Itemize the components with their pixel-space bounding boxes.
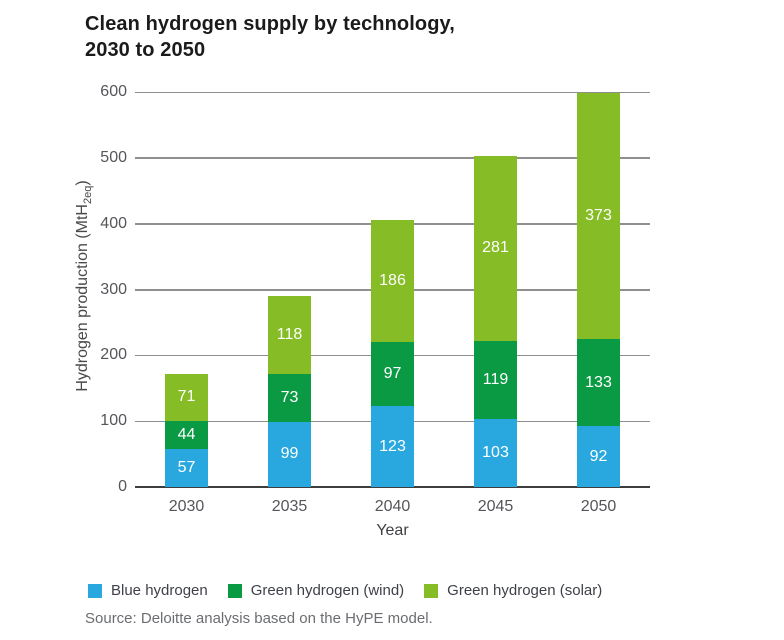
legend-item: Green hydrogen (solar) (424, 582, 602, 599)
bar-segment: 118 (268, 296, 311, 374)
source-note: Source: Deloitte analysis based on the H… (85, 610, 433, 627)
x-tick-label: 2050 (580, 498, 617, 515)
y-axis-title-subscript: 2eq (82, 185, 94, 205)
bar-segment: 44 (165, 420, 208, 450)
bar-segment: 186 (371, 219, 414, 343)
bar-segment: 71 (165, 373, 208, 421)
bar-value-label: 373 (585, 207, 612, 225)
bar-value-label: 281 (482, 239, 509, 257)
bar-segment: 97 (371, 342, 414, 407)
bar-value-label: 186 (379, 271, 406, 289)
x-tick-label: 2030 (168, 498, 205, 515)
legend-item: Blue hydrogen (88, 582, 208, 599)
bar-value-label: 44 (177, 426, 196, 443)
bar-segment: 99 (268, 421, 311, 487)
bar-segment: 373 (577, 93, 620, 339)
y-tick-label: 400 (100, 214, 127, 232)
legend-label: Green hydrogen (solar) (447, 582, 603, 599)
y-tick-label: 200 (100, 346, 127, 364)
x-tick-label: 2045 (477, 498, 514, 515)
bar-value-label: 133 (585, 373, 612, 391)
y-tick-label: 500 (100, 148, 127, 166)
bar-value-label: 118 (276, 325, 303, 343)
x-tick-label: 2040 (374, 498, 411, 515)
bar-segment: 103 (474, 419, 517, 487)
plot-area: 57 44 71 99 73 118 123 97 186 103 119 281 92 133 373 (135, 91, 650, 488)
bar-value-label: 57 (177, 459, 196, 477)
legend-label: Green hydrogen (wind) (250, 582, 405, 599)
bar-value-label: 73 (280, 388, 299, 406)
x-tick-label: 2035 (271, 498, 308, 515)
gridline (135, 91, 650, 93)
bar-segment: 119 (474, 340, 517, 420)
chart-title: Clean hydrogen supply by technology, 203… (85, 13, 455, 61)
bar-segment: 57 (165, 449, 208, 487)
chart-legend: Blue hydrogen Green hydrogen (wind) Green … (88, 582, 602, 599)
bar-segment: 281 (474, 155, 517, 341)
bar-value-label: 99 (280, 445, 299, 463)
legend-label: Blue hydrogen (111, 582, 208, 599)
y-tick-label: 300 (100, 280, 127, 298)
bar-value-label: 119 (482, 371, 509, 389)
y-axis-title-suffix: ) (74, 180, 91, 186)
bar-value-label: 71 (177, 388, 196, 406)
legend-swatch-icon (424, 583, 439, 598)
bar-segment: 133 (577, 338, 620, 427)
legend-item: Green hydrogen (wind) (227, 582, 405, 599)
y-tick-label: 100 (100, 412, 127, 430)
y-tick-label: 600 (100, 83, 127, 100)
bar-value-label: 103 (482, 444, 509, 462)
bar-segment: 73 (268, 373, 311, 422)
bar-segment: 123 (371, 406, 414, 487)
x-axis-line (135, 486, 650, 488)
y-axis-title-text: Hydrogen production (MtH (74, 204, 91, 392)
bar-value-label: 97 (383, 365, 402, 383)
bar-value-label: 123 (379, 437, 406, 455)
x-axis-title: Year (376, 522, 409, 539)
gridline (135, 157, 650, 159)
legend-swatch-icon (88, 583, 102, 598)
bar-value-label: 92 (589, 447, 608, 465)
bar-segment: 92 (577, 426, 620, 487)
legend-swatch-icon (227, 583, 242, 598)
y-tick-label: 0 (118, 478, 127, 495)
